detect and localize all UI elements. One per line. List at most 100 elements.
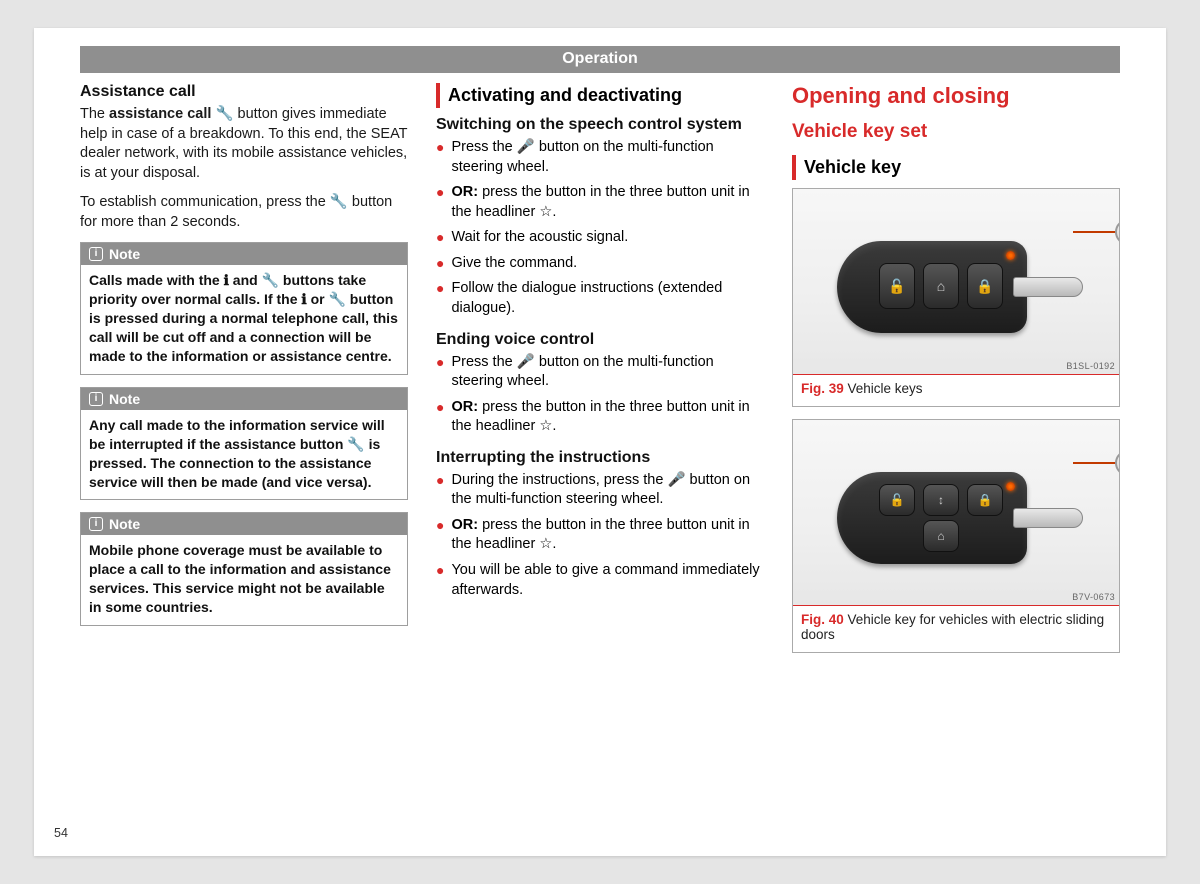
slide-button-icon: ↕ bbox=[923, 484, 959, 516]
or-label: OR: bbox=[451, 517, 478, 533]
manual-page: Operation Assistance call The assistance… bbox=[34, 28, 1166, 856]
note-box-3: i Note Mobile phone coverage must be ava… bbox=[80, 512, 408, 626]
bullet-item: ●Press the 🎤 button on the multi-functio… bbox=[436, 353, 764, 392]
figure-40: 🔓 ↕ 🔒 ⌂ A B7V-0673 bbox=[792, 419, 1120, 653]
text: press the button in the three button uni… bbox=[451, 184, 749, 220]
caption-text: Vehicle key for vehicles with electric s… bbox=[801, 612, 1104, 642]
trunk-button-icon: ⌂ bbox=[923, 520, 959, 552]
callout-line-icon bbox=[1073, 231, 1117, 233]
callout-line-icon bbox=[1073, 462, 1117, 464]
note-label: Note bbox=[109, 516, 140, 532]
section-heading: Vehicle key set bbox=[792, 121, 1120, 143]
bullet-item: ●During the instructions, press the 🎤 bu… bbox=[436, 471, 764, 510]
figure-label: Fig. 40 bbox=[801, 612, 844, 627]
info-icon: i bbox=[89, 392, 103, 406]
unlock-button-icon: 🔓 bbox=[879, 263, 915, 309]
text-bold: assistance call bbox=[109, 106, 215, 122]
bullet-item: ●OR: press the button in the three butto… bbox=[436, 516, 764, 555]
or-label: OR: bbox=[451, 399, 478, 415]
bullet-dot-icon: ● bbox=[436, 228, 444, 248]
trunk-button-icon: ⌂ bbox=[923, 263, 959, 309]
key-fob-icon: 🔓 ↕ 🔒 ⌂ bbox=[837, 472, 1027, 564]
page-header-bar: Operation bbox=[80, 46, 1120, 73]
info-icon: i bbox=[89, 517, 103, 531]
bullet-item: ● Wait for the acoustic signal. bbox=[436, 228, 764, 248]
bullet-item: ● Give the command. bbox=[436, 254, 764, 274]
activating-heading: Activating and deactivating bbox=[436, 83, 764, 108]
bullet-text: Follow the dialogue instructions (extend… bbox=[451, 279, 764, 318]
content-columns: Assistance call The assistance call 🔧 bu… bbox=[80, 83, 1120, 665]
bullet-dot-icon: ● bbox=[436, 353, 444, 392]
ending-voice-subheading: Ending voice control bbox=[436, 331, 764, 349]
note-header: i Note bbox=[81, 513, 407, 535]
key-blade-icon bbox=[1013, 508, 1083, 528]
bullet-text: Press the 🎤 button on the multi-function… bbox=[451, 353, 764, 392]
interrupting-subheading: Interrupting the instructions bbox=[436, 449, 764, 467]
page-number: 54 bbox=[54, 826, 68, 840]
figure-caption: Fig. 39 Vehicle keys bbox=[793, 374, 1119, 406]
info-icon: i bbox=[89, 247, 103, 261]
assistance-call-paragraph-1: The assistance call 🔧 button gives immed… bbox=[80, 105, 408, 183]
note-box-2: i Note Any call made to the information … bbox=[80, 387, 408, 501]
note-box-1: i Note Calls made with the ℹ and 🔧 butto… bbox=[80, 242, 408, 374]
assistance-call-heading: Assistance call bbox=[80, 83, 408, 101]
vehicle-key-subheading: Vehicle key bbox=[792, 155, 1120, 180]
text: The bbox=[80, 106, 109, 122]
note-header: i Note bbox=[81, 243, 407, 265]
figure-label: Fig. 39 bbox=[801, 381, 844, 396]
image-code: B7V-0673 bbox=[1072, 592, 1115, 602]
bullet-text: You will be able to give a command immed… bbox=[451, 561, 764, 600]
key-button-row: 🔓 ⌂ 🔒 bbox=[879, 263, 1003, 309]
chapter-heading: Opening and closing bbox=[792, 83, 1120, 109]
bullet-dot-icon: ● bbox=[436, 398, 444, 437]
lock-button-icon: 🔒 bbox=[967, 484, 1003, 516]
led-indicator-icon bbox=[1006, 251, 1015, 260]
bullet-item: ●You will be able to give a command imme… bbox=[436, 561, 764, 600]
note-body: Calls made with the ℹ and 🔧 buttons take… bbox=[81, 265, 407, 373]
column-2: Activating and deactivating Switching on… bbox=[436, 83, 764, 665]
bullet-dot-icon: ● bbox=[436, 471, 444, 510]
bullet-text: OR: press the button in the three button… bbox=[451, 398, 764, 437]
callout-marker-a: A bbox=[1115, 219, 1119, 245]
bullet-dot-icon: ● bbox=[436, 279, 444, 318]
figure-illustration: 🔓 ↕ 🔒 ⌂ A B7V-0673 bbox=[793, 420, 1119, 605]
bullet-text: During the instructions, press the 🎤 but… bbox=[451, 471, 764, 510]
figure-39: 🔓 ⌂ 🔒 A B1SL-0192 Fig. 39 Vehicle keys bbox=[792, 188, 1120, 407]
note-label: Note bbox=[109, 246, 140, 262]
column-3: Opening and closing Vehicle key set Vehi… bbox=[792, 83, 1120, 665]
bullet-item: ●Press the 🎤 button on the multi-functio… bbox=[436, 138, 764, 177]
bullet-dot-icon: ● bbox=[436, 183, 444, 222]
callout-marker-a: A bbox=[1115, 450, 1119, 476]
note-body: Any call made to the information service… bbox=[81, 410, 407, 500]
key-fob-icon: 🔓 ⌂ 🔒 bbox=[837, 241, 1027, 333]
text: press the button in the three button uni… bbox=[451, 399, 749, 435]
caption-text: Vehicle keys bbox=[844, 381, 923, 396]
figure-caption: Fig. 40 Vehicle key for vehicles with el… bbox=[793, 605, 1119, 652]
bullet-text: Wait for the acoustic signal. bbox=[451, 228, 764, 248]
bullet-text: OR: press the button in the three button… bbox=[451, 516, 764, 555]
bullet-dot-icon: ● bbox=[436, 138, 444, 177]
note-body: Mobile phone coverage must be available … bbox=[81, 535, 407, 625]
bullet-item: ●OR: press the button in the three butto… bbox=[436, 398, 764, 437]
led-indicator-icon bbox=[1006, 482, 1015, 491]
note-label: Note bbox=[109, 391, 140, 407]
bullet-dot-icon: ● bbox=[436, 254, 444, 274]
text: press the button in the three button uni… bbox=[451, 517, 749, 553]
figure-illustration: 🔓 ⌂ 🔒 A B1SL-0192 bbox=[793, 189, 1119, 374]
column-1: Assistance call The assistance call 🔧 bu… bbox=[80, 83, 408, 665]
bullet-dot-icon: ● bbox=[436, 516, 444, 555]
bullet-dot-icon: ● bbox=[436, 561, 444, 600]
bullet-item: ●OR: press the button in the three butto… bbox=[436, 183, 764, 222]
bullet-text: Give the command. bbox=[451, 254, 764, 274]
or-label: OR: bbox=[451, 184, 478, 200]
bullet-text: Press the 🎤 button on the multi-function… bbox=[451, 138, 764, 177]
assistance-call-paragraph-2: To establish communication, press the 🔧 … bbox=[80, 193, 408, 232]
bullet-text: OR: press the button in the three button… bbox=[451, 183, 764, 222]
unlock-button-icon: 🔓 bbox=[879, 484, 915, 516]
switching-on-subheading: Switching on the speech control system bbox=[436, 116, 764, 134]
note-header: i Note bbox=[81, 388, 407, 410]
lock-button-icon: 🔒 bbox=[967, 263, 1003, 309]
key-blade-icon bbox=[1013, 277, 1083, 297]
key-button-grid: 🔓 ↕ 🔒 ⌂ bbox=[879, 484, 1003, 552]
bullet-item: ●Follow the dialogue instructions (exten… bbox=[436, 279, 764, 318]
